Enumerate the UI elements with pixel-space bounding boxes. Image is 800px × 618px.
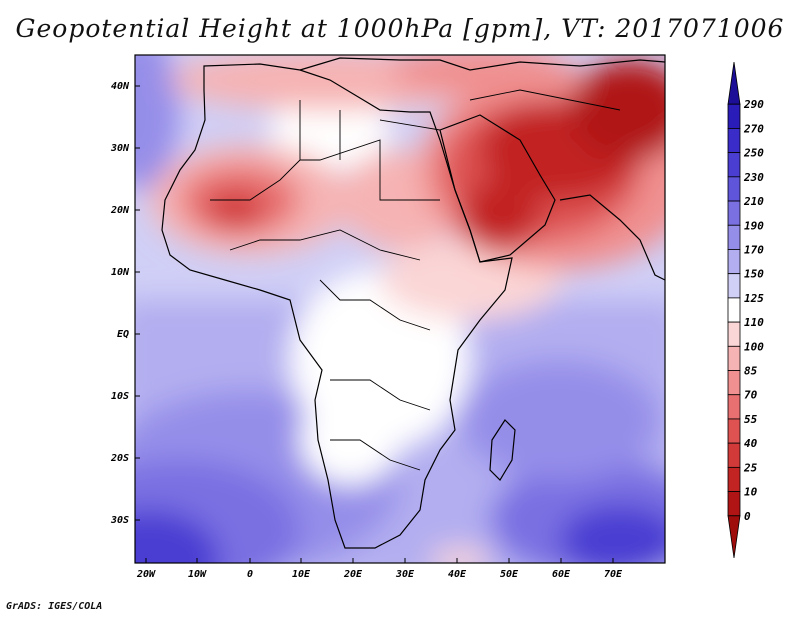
colorbar-swatch (727, 394, 741, 420)
colorbar-swatch (727, 297, 741, 323)
lon-label: 30E (395, 569, 415, 580)
lat-label: 20S (110, 453, 129, 464)
colorbar-swatch (727, 466, 741, 492)
europe-coastline (299, 57, 665, 71)
lat-label: 30N (110, 143, 130, 154)
colorbar-swatch (727, 321, 741, 347)
colorbar-label: 125 (744, 292, 764, 305)
country-borders (210, 89, 621, 471)
colorbar-label: 85 (744, 365, 758, 378)
madagascar-coastline (489, 419, 516, 481)
lon-label: 50E (500, 569, 519, 580)
lon-label: 40E (448, 569, 467, 580)
colorbar-label: 70 (744, 389, 758, 402)
colorbar-swatch (727, 418, 741, 444)
colorbar-swatch (727, 370, 741, 396)
lon-label: 0 (247, 569, 253, 580)
lat-label: EQ (117, 329, 129, 340)
grads-credit: GrADS: IGES/COLA (6, 601, 103, 612)
colorbar-label: 170 (744, 243, 764, 256)
lat-label: 10N (111, 267, 130, 278)
colorbar-label: 0 (744, 510, 751, 523)
lon-label: 70E (604, 569, 623, 580)
lon-label: 20W (136, 569, 156, 580)
colorbar-label: 290 (743, 98, 764, 111)
colorbar-label: 230 (743, 171, 764, 184)
colorbar-swatch (727, 176, 741, 202)
colorbar: 2902702502302101901701501251101008570554… (727, 61, 764, 559)
lon-label: 10W (188, 569, 207, 580)
colorbar-swatch (727, 345, 741, 371)
colorbar-label: 210 (743, 195, 764, 208)
lon-axis: 20W 10W 0 10E 20E 30E 40E 50E 60E 70E (136, 558, 623, 580)
colorbar-swatch (727, 128, 741, 154)
colorbar-swatch (727, 152, 741, 178)
arabia-coastline (439, 114, 556, 263)
lon-label: 60E (552, 569, 571, 580)
lon-label: 10E (292, 569, 311, 580)
africa-coastline (161, 63, 513, 549)
colorbar-label: 150 (744, 268, 764, 281)
india-coastline (559, 194, 665, 281)
lon-label: 20E (343, 569, 363, 580)
colorbar-swatch (727, 515, 741, 559)
lat-label: 40N (111, 81, 130, 92)
lat-axis: 40N 30N 20N 10N EQ 10S 20S 30S (110, 81, 140, 526)
lat-label: 10S (111, 391, 129, 402)
colorbar-label: 55 (744, 413, 758, 426)
colorbar-label: 270 (743, 122, 764, 135)
colorbar-swatch (727, 103, 741, 129)
colorbar-swatch (727, 249, 741, 275)
colorbar-label: 10 (744, 486, 758, 499)
colorbar-swatch (727, 224, 741, 250)
map-title: Geopotential Height at 1000hPa [gpm], VT… (15, 14, 785, 43)
height-field (135, 55, 665, 563)
colorbar-label: 40 (744, 437, 758, 450)
lat-label: 20N (110, 205, 130, 216)
coastlines (161, 57, 665, 549)
colorbar-label: 190 (744, 219, 764, 232)
colorbar-swatch (727, 442, 741, 468)
colorbar-swatch (727, 200, 741, 226)
colorbar-label: 110 (744, 316, 764, 329)
colorbar-swatch (727, 491, 741, 517)
colorbar-swatch (727, 273, 741, 299)
colorbar-label: 100 (744, 340, 764, 353)
lat-label: 30S (110, 515, 129, 526)
colorbar-swatch (727, 61, 741, 105)
colorbar-label: 250 (743, 147, 764, 160)
plot-frame (134, 54, 666, 564)
colorbar-label: 25 (743, 461, 758, 474)
